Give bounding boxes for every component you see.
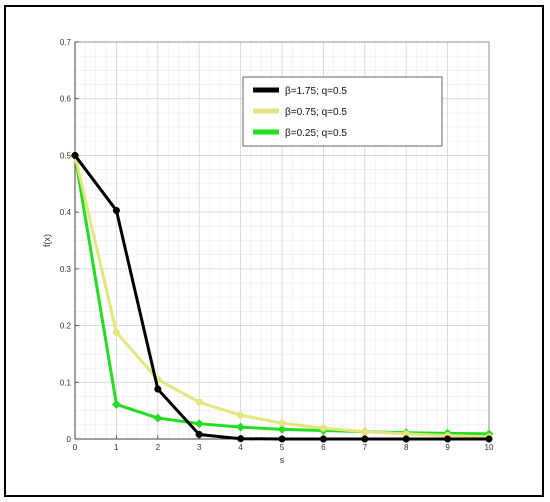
y-tick-label: 0 [67, 435, 72, 444]
x-tick-label: 6 [321, 443, 326, 452]
data-point [153, 413, 163, 423]
data-point [112, 328, 120, 336]
x-tick-label: 9 [445, 443, 450, 452]
data-point [319, 435, 327, 443]
x-tick-label: 5 [280, 443, 285, 452]
data-point [194, 419, 204, 429]
data-point [402, 435, 410, 443]
data-point [485, 435, 493, 443]
legend-label: β=0.75; q=0.5 [285, 107, 347, 118]
data-point [112, 206, 120, 214]
x-tick-label: 0 [73, 443, 78, 452]
y-tick-label: 0.3 [60, 265, 72, 274]
y-tick-label: 0.5 [60, 151, 72, 160]
legend-label: β=0.25; q=0.5 [285, 128, 347, 139]
data-point [154, 385, 162, 393]
data-point [278, 419, 286, 427]
series-1 [71, 151, 493, 443]
y-tick-label: 0.4 [60, 208, 72, 217]
data-point [237, 435, 245, 443]
y-axis-label: f(x) [42, 234, 52, 247]
x-tick-label: 1 [114, 443, 119, 452]
data-point [237, 411, 245, 419]
data-point [361, 428, 369, 436]
data-point [111, 399, 121, 409]
x-tick-label: 10 [485, 443, 494, 452]
y-tick-label: 0.6 [60, 95, 72, 104]
x-tick-label: 3 [197, 443, 202, 452]
data-point [319, 424, 327, 432]
y-tick-label: 0.1 [60, 378, 72, 387]
x-tick-label: 7 [363, 443, 368, 452]
data-point [195, 430, 203, 439]
y-tick-label: 0.2 [60, 322, 72, 331]
data-point [278, 435, 286, 443]
data-point [236, 422, 246, 432]
data-point [361, 435, 369, 443]
data-point [277, 424, 287, 434]
legend: β=1.75; q=0.5 β=0.75; q=0.5 β=0.25; q=0.5 [242, 76, 443, 147]
data-point [444, 435, 452, 443]
data-point [71, 151, 79, 159]
legend-label: β=1.75; q=0.5 [285, 86, 347, 97]
y-tick-label: 0.7 [60, 38, 72, 47]
data-point [195, 398, 203, 406]
series-layer [70, 150, 494, 443]
y-axis-ticks: 0 0.1 0.2 0.3 0.4 0.5 0.6 0.7 [60, 38, 79, 444]
x-axis-label: s [280, 455, 285, 465]
x-tick-label: 8 [404, 443, 409, 452]
x-axis-ticks: 0 1 2 3 4 5 6 7 8 9 10 [73, 435, 494, 452]
x-tick-label: 2 [156, 443, 161, 452]
x-tick-label: 4 [238, 443, 243, 452]
